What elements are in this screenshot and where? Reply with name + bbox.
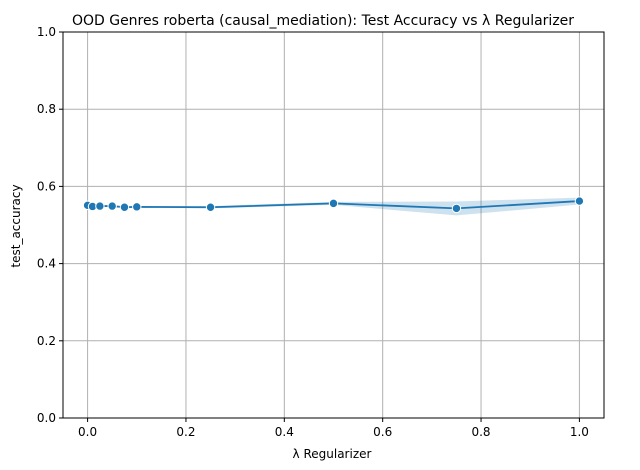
data-point [107,201,117,211]
data-point [451,203,462,214]
y-tick-label: 1.0 [37,25,56,39]
grid [63,31,604,419]
x-axis-label: λ Regularizer [293,447,372,461]
y-tick-label: 0.6 [37,179,56,193]
data-point [328,198,339,209]
x-tick-label: 0.4 [275,425,294,439]
y-axis-ticks: 0.0 0.2 0.4 0.6 0.8 1.0 [37,25,63,425]
y-tick-label: 0.0 [37,411,56,425]
series-markers [82,196,585,214]
x-tick-label: 0.2 [176,425,195,439]
data-point [132,202,142,212]
chart-title: OOD Genres roberta (causal_mediation): T… [72,13,574,29]
x-tick-label: 0.6 [373,425,392,439]
x-axis-ticks: 0.0 0.2 0.4 0.6 0.8 1.0 [78,418,589,439]
data-point [574,196,585,206]
data-point [205,202,216,212]
x-tick-label: 1.0 [570,425,589,439]
plot-frame [62,31,605,419]
x-tick-label: 0.8 [471,425,490,439]
x-tick-label: 0.0 [78,425,97,439]
y-tick-label: 0.4 [37,257,56,271]
y-axis-label: test_accuracy [9,184,23,267]
data-point [119,202,130,212]
y-tick-label: 0.8 [37,102,56,116]
y-tick-label: 0.2 [37,334,56,348]
data-point [95,201,105,211]
